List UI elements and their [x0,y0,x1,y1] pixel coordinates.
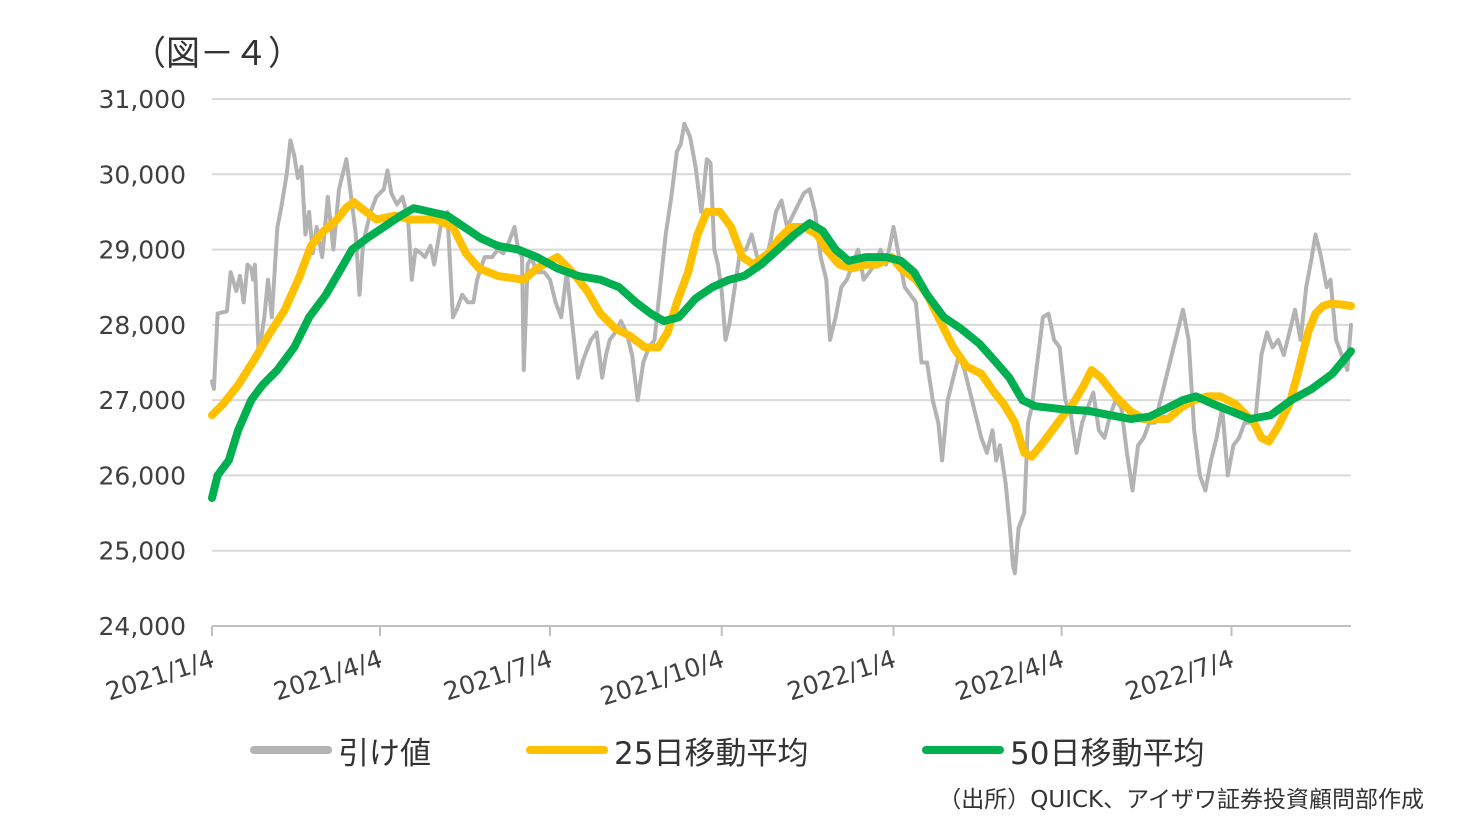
series-line-ma25 [208,198,1355,461]
legend-label-ma25: 25日移動平均 [614,735,809,772]
axes [211,625,1351,636]
series-line-ma50 [208,204,1355,502]
figure-label: （図－４） [132,34,302,74]
x-tick-label: 2021/4/4 [270,644,386,706]
legend-item-close: 引け値 [250,725,431,775]
series-lines [208,121,1355,576]
x-tick-label: 2022/4/4 [952,644,1068,706]
y-tick-labels: 24,000 25,000 26,000 27,000 28,000 29,000 30,0… [99,85,186,641]
y-tick-label: 31,000 [99,85,186,114]
x-tick-label: 2022/7/4 [1122,644,1238,706]
x-tick-labels: 2021/1/4 2021/4/4 2021/7/4 2021/10/4 2022/1/… [102,644,1237,711]
legend-label-ma50: 50日移動平均 [1010,735,1205,772]
source-note: （出所）QUICK、アイザワ証券投資顧問部作成 [938,787,1424,813]
x-tick-label: 2021/7/4 [440,644,556,706]
x-tick-label: 2022/1/4 [784,644,900,706]
y-tick-label: 25,000 [99,537,186,566]
legend-swatch-ma25 [526,746,608,754]
y-tick-label: 27,000 [99,386,186,415]
x-tick-label: 2021/1/4 [102,644,218,706]
legend-swatch-close [250,746,332,754]
series-line-close [210,121,1353,576]
y-tick-label: 24,000 [99,612,186,641]
x-tick-label: 2021/10/4 [597,644,728,711]
y-tick-label: 29,000 [99,236,186,265]
gridlines [212,98,1351,552]
legend-swatch-ma50 [922,746,1004,754]
y-tick-label: 26,000 [99,461,186,490]
legend-item-ma50: 50日移動平均 [922,725,1204,775]
y-tick-label: 30,000 [99,160,186,189]
y-tick-label: 28,000 [99,311,186,340]
legend: 引け値 25日移動平均 50日移動平均 [250,725,1310,775]
legend-item-ma25: 25日移動平均 [526,725,808,775]
legend-label-close: 引け値 [338,735,431,772]
